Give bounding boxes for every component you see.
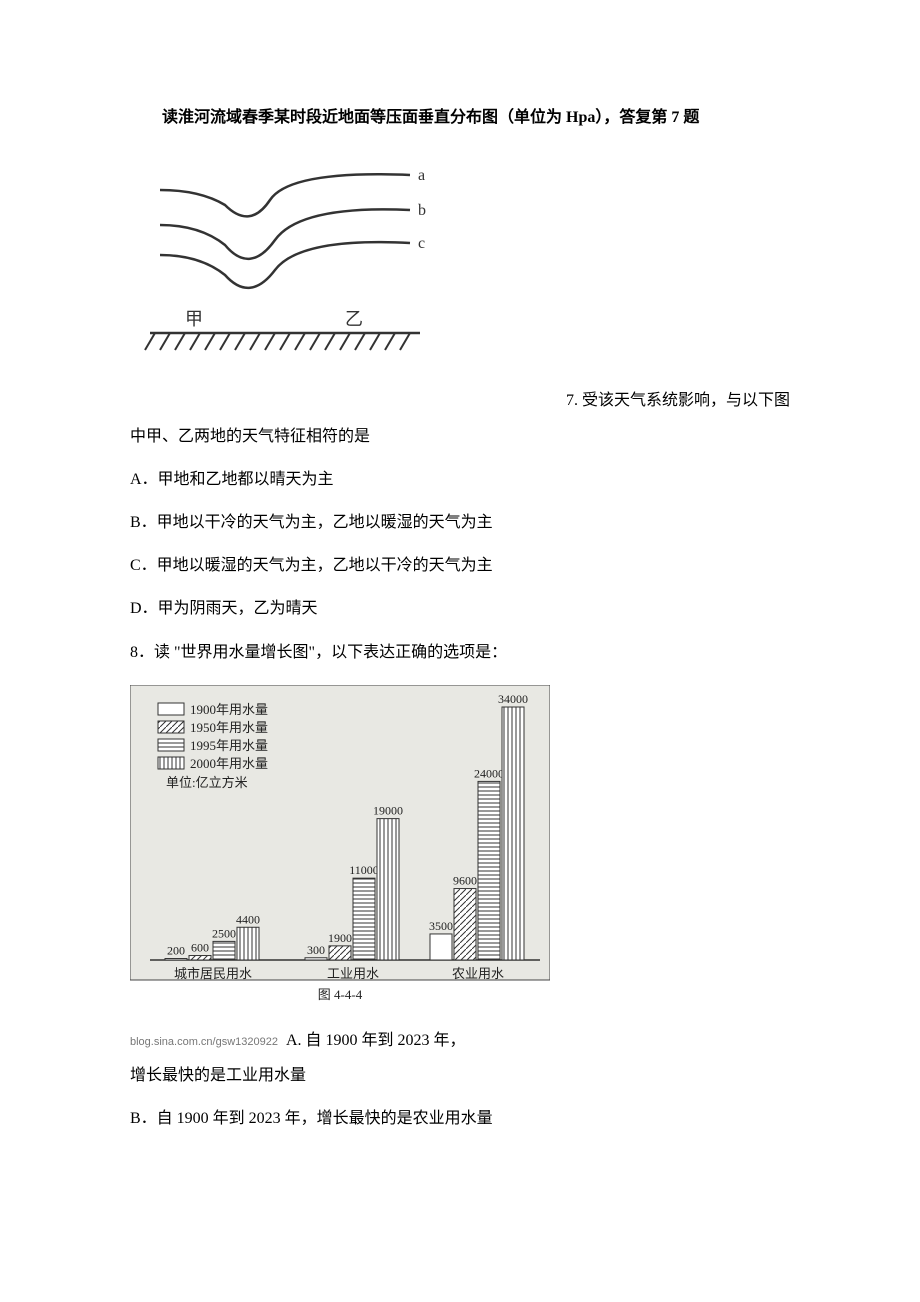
svg-text:1900年用水量: 1900年用水量 [190, 702, 268, 717]
q8-option-a-cont: 增长最快的是工业用水量 [130, 1058, 790, 1093]
label-c: c [418, 235, 425, 252]
svg-text:4400: 4400 [236, 912, 260, 926]
svg-text:单位:亿立方米: 单位:亿立方米 [166, 775, 248, 790]
svg-text:200: 200 [167, 943, 185, 957]
q7-lead-right: 7. 受该天气系统影响，与以下图 [130, 383, 790, 418]
q7-lead-cont: 中甲、乙两地的天气特征相符的是 [130, 419, 790, 454]
svg-text:城市居民用水: 城市居民用水 [174, 966, 252, 981]
q8-option-a-tail: A. 自 1900 年到 2023 年， [286, 1032, 466, 1049]
svg-text:24000: 24000 [474, 766, 504, 780]
label-a: a [418, 167, 425, 184]
q7-option-a: A．甲地和乙地都以晴天为主 [130, 462, 790, 497]
svg-text:9600: 9600 [453, 873, 477, 887]
svg-text:工业用水: 工业用水 [327, 966, 379, 981]
svg-text:3500: 3500 [429, 919, 453, 933]
svg-text:1950年用水量: 1950年用水量 [190, 720, 268, 735]
water-usage-chart: 1900年用水量 1950年用水量 1995年用水量 2000年用水量单位:亿立方米 2… [130, 685, 790, 1018]
svg-text:农业用水: 农业用水 [452, 966, 504, 981]
watermark-text: blog.sina.com.cn/gsw1320922 [130, 1036, 278, 1048]
label-jia: 甲 [185, 309, 203, 329]
svg-text:图 4-4-4: 图 4-4-4 [318, 987, 363, 1002]
q7-option-b: B．甲地以干冷的天气为主，乙地以暖湿的天气为主 [130, 505, 790, 540]
svg-text:300: 300 [307, 942, 325, 956]
svg-text:1995年用水量: 1995年用水量 [190, 738, 268, 753]
section-title: 读淮河流域春季某时段近地面等压面垂直分布图（单位为 Hpa），答复第 7 题 [130, 100, 790, 135]
isobar-diagram: a b c 甲 乙 [130, 155, 790, 373]
svg-text:600: 600 [191, 940, 209, 954]
label-yi: 乙 [345, 309, 363, 329]
q7-option-d: D．甲为阴雨天，乙为晴天 [130, 591, 790, 626]
q8-stem: 8．读 "世界用水量增长图"，以下表达正确的选项是： [130, 635, 790, 670]
svg-text:2000年用水量: 2000年用水量 [190, 756, 268, 771]
q8-option-b: B．自 1900 年到 2023 年，增长最快的是农业用水量 [130, 1101, 790, 1136]
svg-text:11000: 11000 [349, 863, 379, 877]
svg-text:19000: 19000 [373, 803, 403, 817]
label-b: b [418, 202, 426, 219]
svg-text:2500: 2500 [212, 926, 236, 940]
q7-option-c: C．甲地以暖湿的天气为主，乙地以干冷的天气为主 [130, 548, 790, 583]
svg-text:34000: 34000 [498, 692, 528, 706]
svg-text:1900: 1900 [328, 931, 352, 945]
